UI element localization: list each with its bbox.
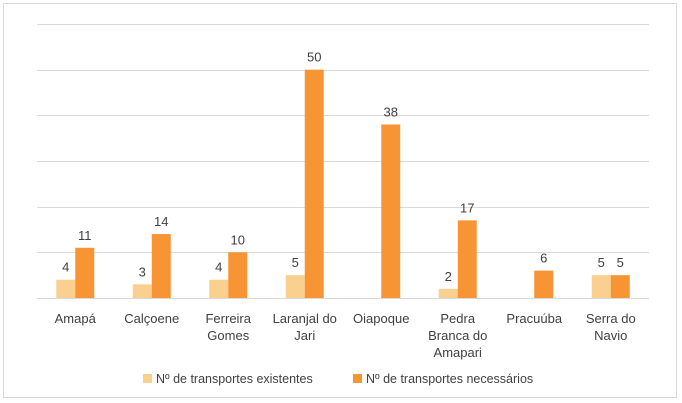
category-label: Gomes (207, 328, 249, 343)
category-label: Amapá (55, 311, 97, 326)
bar-necessarios (457, 220, 477, 298)
bar-necessarios (228, 252, 248, 298)
data-label: 50 (307, 50, 321, 65)
data-label: 11 (78, 228, 92, 243)
data-label: 5 (598, 255, 605, 270)
bar-existentes (438, 288, 458, 298)
category-label: Ferreira (205, 311, 251, 326)
category-label: Laranjal do (273, 311, 337, 326)
bar-existentes (132, 284, 152, 298)
bar-necessarios (304, 69, 324, 299)
category-label: Jari (294, 328, 315, 343)
bars (56, 69, 630, 299)
data-label: 38 (384, 104, 398, 119)
category-label: Oiapoque (353, 311, 409, 326)
legend-label: Nº de transportes necessários (366, 372, 533, 386)
data-label: 10 (231, 232, 245, 247)
legend-swatch (143, 374, 152, 383)
bar-existentes (285, 275, 305, 298)
gridlines (37, 24, 649, 299)
data-label: 6 (540, 251, 547, 266)
data-label: 4 (62, 260, 69, 275)
legend-label: Nº de transportes existentes (156, 372, 313, 386)
data-label: 5 (617, 255, 624, 270)
category-label: Pracuúba (506, 311, 562, 326)
category-label: Pedra (440, 311, 475, 326)
data-label: 2 (445, 269, 452, 284)
bar-necessarios (610, 275, 630, 298)
data-label: 5 (292, 255, 299, 270)
chart-frame (3, 3, 677, 398)
data-label: 17 (460, 200, 474, 215)
data-label: 4 (215, 260, 222, 275)
category-label: Navio (594, 328, 627, 343)
bar-existentes (209, 279, 229, 298)
legend-swatch (353, 374, 362, 383)
category-label: Branca do (428, 328, 487, 343)
category-label: Amapari (434, 345, 483, 360)
category-label: Serra do (586, 311, 636, 326)
bar-necessarios (75, 247, 95, 298)
bar-existentes (56, 279, 76, 298)
category-label: Calçoene (124, 311, 179, 326)
bar-existentes (591, 275, 611, 298)
bar-necessarios (151, 234, 171, 298)
legend: Nº de transportes existentes Nº de transp… (143, 372, 533, 386)
bar-necessarios (534, 270, 554, 298)
bar-necessarios (381, 124, 401, 298)
category-labels: Amapá Calçoene Ferreira Gomes Laranjal do Jar… (55, 311, 636, 360)
data-label: 3 (139, 264, 146, 279)
data-label: 14 (154, 214, 168, 229)
